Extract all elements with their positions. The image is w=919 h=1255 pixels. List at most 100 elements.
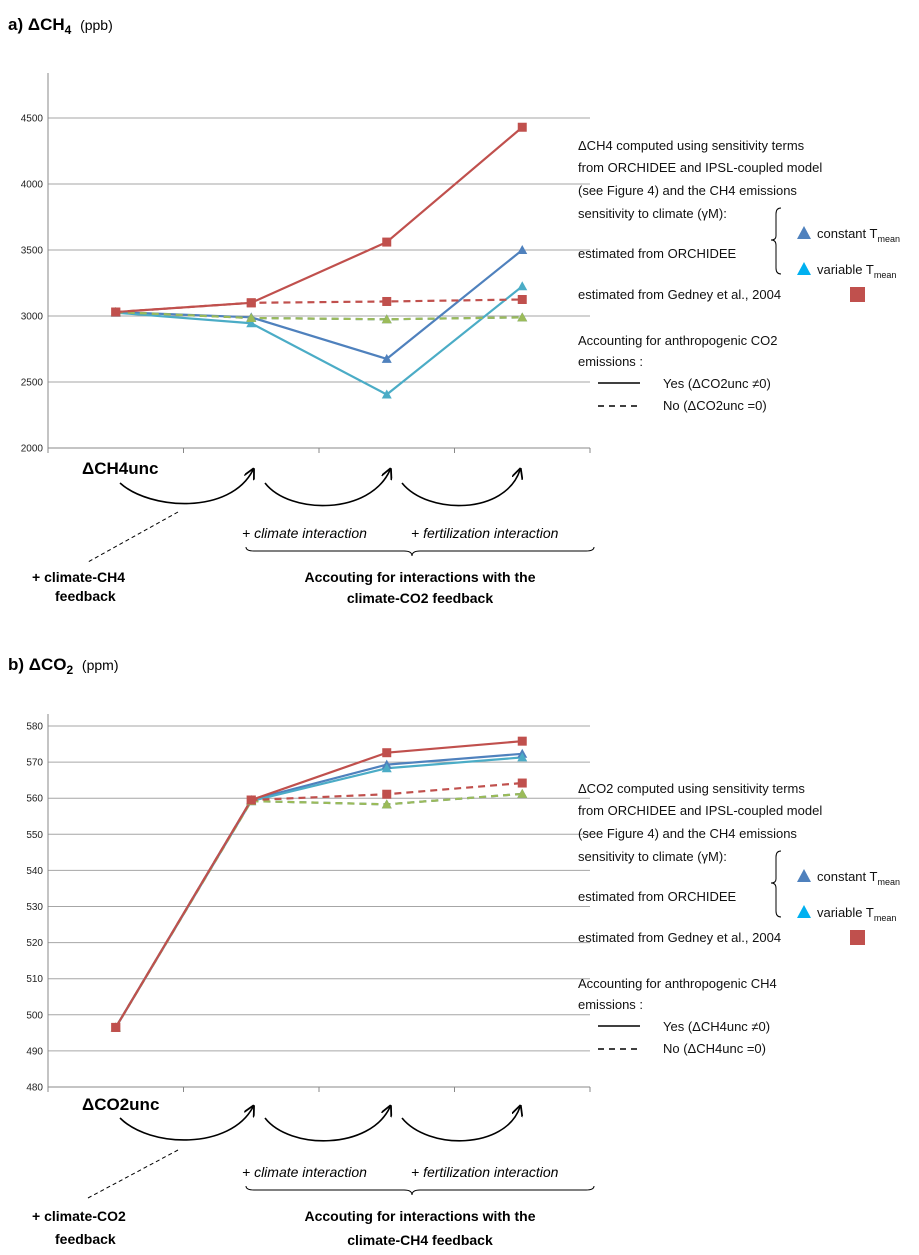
series-line xyxy=(114,792,523,1029)
legend-b-intro-2: from ORCHIDEE and IPSL-coupled model xyxy=(578,803,822,818)
series-line xyxy=(115,298,523,314)
fertilization-interaction-a: + fertilization interaction xyxy=(411,525,559,541)
data-point xyxy=(246,312,257,322)
panel-b-title: b) ΔCO2 (ppm) xyxy=(8,655,118,678)
data-point xyxy=(382,748,392,758)
feedback-dashed-a xyxy=(87,511,179,563)
accounting-label-a-2: climate-CO2 feedback xyxy=(347,590,493,606)
panel-b-plot: 480 490 500 510 520 530 540 550 560 570 580 xyxy=(26,714,591,1094)
arrow-3-b xyxy=(401,1107,520,1142)
legend-a-accounting-2: emissions : xyxy=(578,354,643,369)
data-point xyxy=(246,298,256,308)
legend-a-constant-icon xyxy=(797,226,811,239)
feedback-label-b: + climate-CO2 xyxy=(32,1208,126,1224)
y-tick-label: 4000 xyxy=(21,180,44,191)
fertilization-interaction-b: + fertilization interaction xyxy=(411,1164,559,1180)
data-point xyxy=(517,778,527,788)
panel-a: a) ΔCH4 (ppb) 2000 2500 3000 3500 4000 4500 Δ… xyxy=(8,15,900,606)
panel-a-start-label: ΔCH4unc xyxy=(82,459,158,478)
data-point xyxy=(517,245,528,254)
legend-b-brace xyxy=(770,850,782,918)
y-tick-label: 580 xyxy=(26,722,43,733)
y-tick-label: 540 xyxy=(26,866,43,877)
data-point xyxy=(517,295,527,304)
panel-b: b) ΔCO2 (ppm) 480 490 500 510 520 530 540 550 56… xyxy=(8,655,900,1248)
legend-b-constant: constant Tmean xyxy=(817,869,900,887)
legend-b-constant-icon xyxy=(797,869,811,882)
data-point xyxy=(381,314,392,324)
legend-a-no: No (ΔCO2unc =0) xyxy=(663,398,767,413)
arrow-1-a xyxy=(119,470,253,505)
legend-b-intro-3: (see Figure 4) and the CH4 emissions xyxy=(578,826,797,841)
legend-a-intro-2: from ORCHIDEE and IPSL-coupled model xyxy=(578,160,822,175)
series-line xyxy=(115,310,523,321)
feedback-label-a: + climate-CH4 xyxy=(32,569,125,585)
panel-a-plot: 2000 2500 3000 3500 4000 4500 xyxy=(21,73,591,455)
data-point xyxy=(517,788,528,798)
panel-b-legend: ΔCO2 computed using sensitivity terms fr… xyxy=(578,781,900,1056)
y-tick-label: 3000 xyxy=(21,312,44,323)
data-point xyxy=(246,795,256,805)
legend-a-intro-4: sensitivity to climate (γM): xyxy=(578,206,727,221)
data-point xyxy=(517,281,528,291)
data-point xyxy=(381,799,392,809)
series-line xyxy=(114,781,523,1028)
legend-a-variable: variable Tmean xyxy=(817,262,896,280)
arrow-2-b xyxy=(264,1107,390,1142)
data-point xyxy=(111,307,121,317)
feedback-label-a-2: feedback xyxy=(55,588,116,604)
climate-interaction-a: + climate interaction xyxy=(242,525,367,541)
legend-a-gedney-icon xyxy=(850,287,865,302)
data-point xyxy=(382,237,392,247)
panel-a-title: a) ΔCH4 (ppb) xyxy=(8,15,113,38)
legend-a-brace xyxy=(770,207,782,275)
legend-a-gedney: estimated from Gedney et al., 2004 xyxy=(578,287,781,302)
data-point xyxy=(381,763,392,773)
legend-a-orchidee: estimated from ORCHIDEE xyxy=(578,246,737,261)
legend-a-variable-icon xyxy=(797,262,811,275)
legend-a-accounting-1: Accounting for anthropogenic CO2 xyxy=(578,333,777,348)
legend-b-variable: variable Tmean xyxy=(817,905,896,923)
data-point xyxy=(246,318,257,328)
legend-b-gedney-icon xyxy=(850,930,865,945)
y-tick-label: 550 xyxy=(26,830,43,841)
y-tick-label: 480 xyxy=(26,1083,43,1094)
brace-b xyxy=(245,1185,595,1196)
legend-b-intro-1: ΔCO2 computed using sensitivity terms xyxy=(578,781,805,796)
legend-a-constant: constant Tmean xyxy=(817,226,900,244)
legend-a-intro-1: ΔCH4 computed using sensitivity terms xyxy=(578,138,805,153)
series-line xyxy=(115,126,523,314)
legend-b-intro-4: sensitivity to climate (γM): xyxy=(578,849,727,864)
accounting-label-a: Accouting for interactions with the xyxy=(304,569,535,585)
y-tick-label: 510 xyxy=(26,974,43,985)
y-tick-label: 3500 xyxy=(21,246,44,257)
legend-a-intro-3: (see Figure 4) and the CH4 emissions xyxy=(578,183,797,198)
legend-b-gedney: estimated from Gedney et al., 2004 xyxy=(578,930,781,945)
y-tick-label: 560 xyxy=(26,794,43,805)
data-point xyxy=(517,312,528,322)
legend-b-accounting-1: Accounting for anthropogenic CH4 xyxy=(578,976,777,991)
series-line xyxy=(115,285,523,396)
y-tick-label: 490 xyxy=(26,1046,43,1057)
climate-interaction-b: + climate interaction xyxy=(242,1164,367,1180)
series-line xyxy=(114,752,523,1028)
data-point xyxy=(111,1022,121,1032)
legend-b-accounting-2: emissions : xyxy=(578,997,643,1012)
feedback-label-b-2: feedback xyxy=(55,1231,116,1247)
arrow-1-b xyxy=(119,1107,253,1141)
arrow-3-a xyxy=(401,470,520,507)
panel-b-start-label: ΔCO2unc xyxy=(82,1095,159,1114)
y-tick-label: 570 xyxy=(26,758,43,769)
data-point xyxy=(381,389,392,399)
data-point xyxy=(381,353,392,363)
legend-b-yes: Yes (ΔCH4unc ≠0) xyxy=(663,1019,770,1034)
data-point xyxy=(517,736,527,746)
data-point xyxy=(517,122,527,132)
series-line xyxy=(115,249,523,361)
y-tick-label: 4500 xyxy=(21,114,44,125)
y-tick-label: 2500 xyxy=(21,378,44,389)
data-point xyxy=(382,296,392,306)
data-point xyxy=(382,789,392,799)
y-tick-label: 2000 xyxy=(21,444,44,455)
